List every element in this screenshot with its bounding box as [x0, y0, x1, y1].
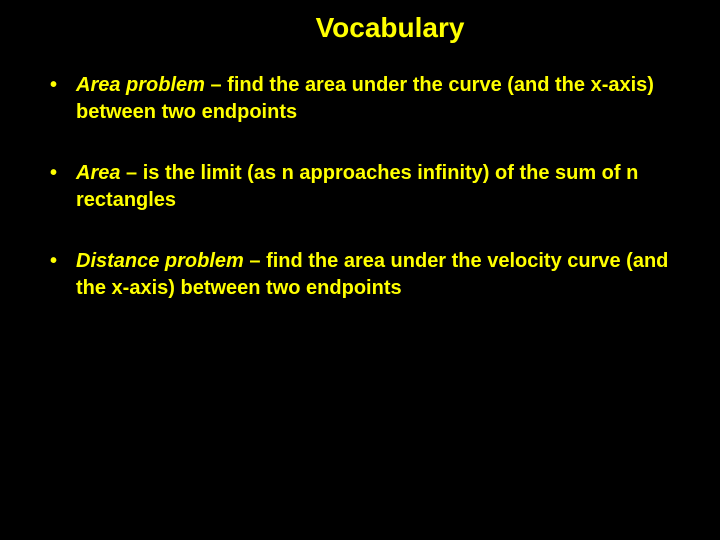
slide: Vocabulary Area problem – find the area …	[0, 0, 720, 540]
slide-title: Vocabulary	[30, 12, 690, 44]
term: Area	[76, 162, 120, 184]
list-item: Distance problem – find the area under t…	[50, 248, 680, 302]
list-item: Area – is the limit (as n approaches inf…	[50, 160, 680, 214]
list-item: Area problem – find the area under the c…	[50, 72, 680, 126]
definition: – is the limit (as n approaches infinity…	[76, 162, 638, 211]
term: Area problem	[76, 74, 205, 96]
bullet-list: Area problem – find the area under the c…	[30, 72, 690, 302]
term: Distance problem	[76, 250, 244, 272]
